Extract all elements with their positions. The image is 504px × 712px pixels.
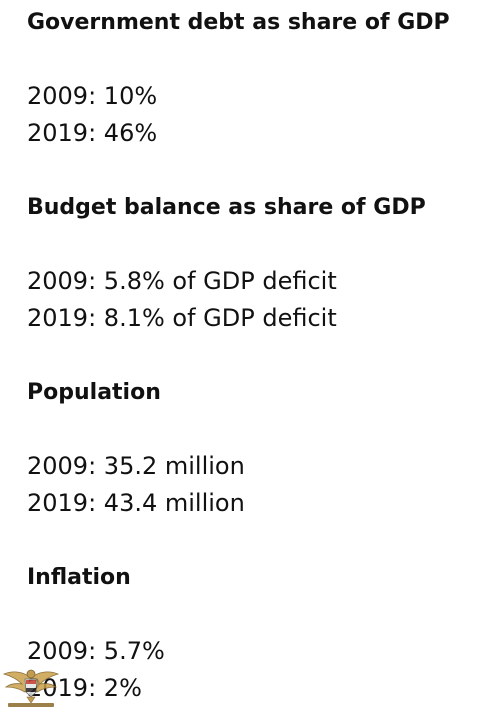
stat-line: 2009: 10% — [27, 82, 158, 110]
section-spacer — [27, 337, 497, 374]
stat-line: 2019: 2% — [27, 674, 142, 702]
section-heading: Population — [27, 380, 161, 405]
eagle-emblem-icon — [2, 669, 60, 707]
section-government-debt: Government debt as share of GDP 2009: 10… — [27, 4, 497, 189]
document-body: Government debt as share of GDP 2009: 10… — [27, 4, 497, 707]
section-spacer — [27, 522, 497, 559]
section-heading: Inflation — [27, 565, 131, 590]
stat-line: 2009: 35.2 million — [27, 452, 245, 480]
section-inflation: Inflation 2009: 5.7% 2019: 2% — [27, 559, 497, 707]
section-heading: Budget balance as share of GDP — [27, 195, 426, 220]
stat-line: 2019: 8.1% of GDP deficit — [27, 304, 337, 332]
section-heading: Government debt as share of GDP — [27, 10, 450, 35]
section-budget-balance: Budget balance as share of GDP 2009: 5.8… — [27, 189, 497, 374]
stat-line: 2019: 43.4 million — [27, 489, 245, 517]
section-population: Population 2009: 35.2 million 2019: 43.4… — [27, 374, 497, 559]
section-spacer — [27, 152, 497, 189]
stat-line: 2019: 46% — [27, 119, 158, 147]
stat-line: 2009: 5.8% of GDP deficit — [27, 267, 337, 295]
stat-line: 2009: 5.7% — [27, 637, 165, 665]
